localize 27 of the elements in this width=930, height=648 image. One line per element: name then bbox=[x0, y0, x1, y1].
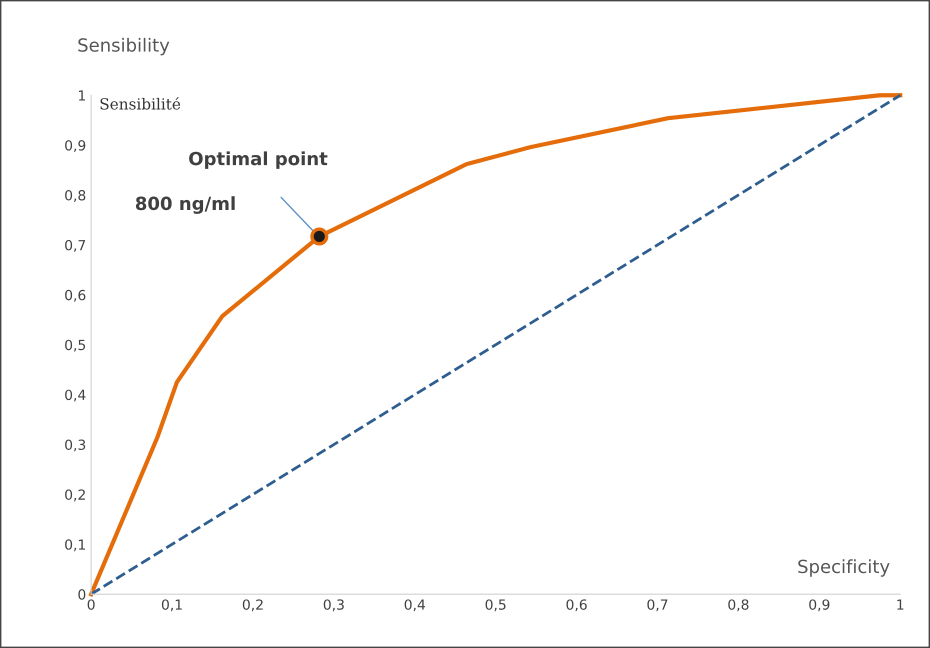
x-axis-title: Specificity bbox=[798, 559, 890, 577]
x-tick-label: 0,7 bbox=[647, 599, 668, 612]
annotation: Optimal point bbox=[189, 151, 328, 169]
y-tick-label: 0,7 bbox=[65, 240, 86, 252]
y-axis-title: Sensibility bbox=[78, 38, 170, 56]
y-tick-label: 1 bbox=[78, 90, 85, 101]
x-tick-label: 0,6 bbox=[566, 599, 587, 612]
x-tick-label: 1 bbox=[897, 600, 904, 610]
y-tick-label: 0,3 bbox=[65, 439, 86, 452]
y-tick-label: 0,4 bbox=[65, 390, 86, 402]
x-tick-label: 0,8 bbox=[728, 599, 749, 612]
y-tick-label: 0,6 bbox=[65, 290, 86, 302]
x-tick-label: 0 bbox=[88, 599, 95, 610]
y-tick-label: 0,5 bbox=[65, 340, 86, 352]
x-tick-label: 0,4 bbox=[404, 599, 426, 612]
x-tick-label: 0,2 bbox=[242, 599, 263, 612]
y-tick-label: 0,8 bbox=[65, 190, 86, 202]
y-tick-label: 0,9 bbox=[65, 140, 86, 152]
x-tick-label: 0,3 bbox=[324, 599, 344, 612]
annotation: Sensibilité bbox=[100, 97, 180, 110]
x-tick-label: 0,9 bbox=[809, 599, 830, 612]
x-tick-label: 0,5 bbox=[486, 599, 506, 612]
y-tick-label: 0,2 bbox=[65, 489, 85, 502]
x-tick-label: 0,1 bbox=[162, 599, 182, 612]
annotation: 800 ng/ml bbox=[136, 196, 235, 214]
y-tick-label: 0,1 bbox=[65, 539, 85, 552]
y-tick-label: 0 bbox=[78, 589, 86, 600]
